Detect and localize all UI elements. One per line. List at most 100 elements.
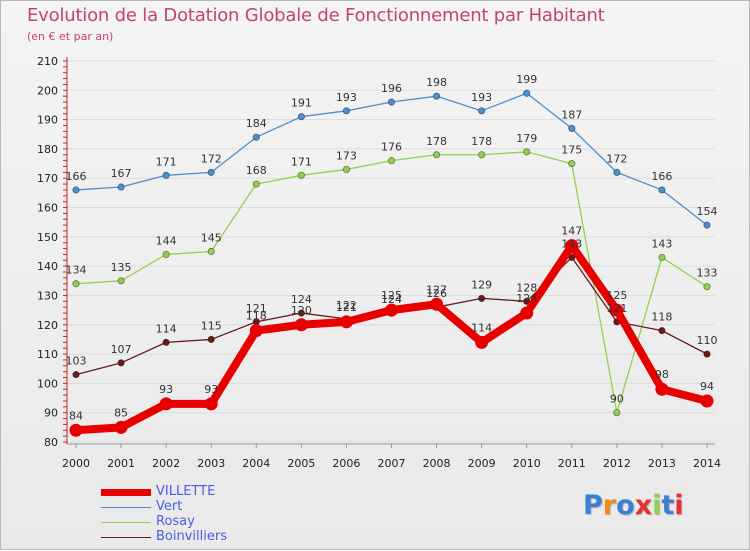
data-label-vert: 193 (336, 91, 357, 104)
data-point-vert (613, 168, 621, 176)
data-point-villette (114, 420, 128, 434)
data-label-vert: 191 (291, 97, 312, 110)
data-point-villette (475, 335, 489, 349)
data-point-rosay (658, 253, 666, 261)
data-label-vert: 184 (246, 117, 267, 130)
data-point-villette (565, 239, 579, 253)
data-point-vert (72, 186, 80, 194)
data-label-villette: 127 (426, 283, 447, 296)
data-label-villette: 85 (114, 406, 128, 419)
x-tick-label: 2010 (513, 457, 541, 470)
x-tick-label: 2006 (332, 457, 360, 470)
legend-swatch-villette (101, 489, 151, 496)
y-tick-label: 80 (44, 436, 58, 449)
data-point-rosay (72, 280, 80, 288)
legend-item-rosay[interactable]: Rosay (101, 514, 301, 530)
data-label-vert: 166 (66, 170, 87, 183)
y-tick-label: 200 (37, 84, 58, 97)
x-tick-label: 2008 (423, 457, 451, 470)
data-point-vert (207, 168, 215, 176)
data-label-rosay: 178 (426, 135, 447, 148)
data-label-villette: 125 (381, 289, 402, 302)
data-label-rosay: 90 (610, 393, 624, 406)
data-label-rosay: 171 (291, 155, 312, 168)
data-label-vert: 193 (471, 91, 492, 104)
data-point-vert (658, 186, 666, 194)
data-label-rosay: 144 (156, 234, 177, 247)
data-label-villette: 120 (291, 304, 312, 317)
x-tick-label: 2001 (107, 457, 135, 470)
data-point-boinvilliers (703, 350, 711, 358)
series (69, 89, 714, 437)
data-label-boinvilliers: 126 (426, 287, 447, 300)
data-point-rosay (432, 151, 441, 159)
data-point-rosay (342, 165, 351, 174)
x-tick-label: 2011 (558, 457, 586, 470)
legend-swatch-vert (101, 507, 151, 508)
data-label-rosay: 135 (111, 261, 132, 274)
data-label-rosay: 173 (336, 149, 357, 162)
data-label-villette: 118 (246, 310, 267, 323)
legend-label: Vert (156, 499, 183, 514)
legend-item-villette[interactable]: VILLETTE (101, 484, 301, 500)
data-label-rosay: 168 (246, 164, 267, 177)
data-label-villette: 94 (700, 380, 714, 393)
data-point-villette (294, 318, 308, 332)
x-tick-label: 2000 (62, 457, 90, 470)
legend: VILLETTE Vert Rosay Boinvilliers (101, 484, 301, 545)
series-line-rosay (75, 151, 708, 414)
data-label-boinvilliers: 115 (201, 319, 222, 332)
x-tick-label: 2009 (468, 457, 496, 470)
data-point-villette (159, 397, 173, 411)
y-tick-label: 180 (37, 143, 58, 156)
data-label-villette: 125 (606, 289, 627, 302)
data-label-boinvilliers: 128 (516, 281, 537, 294)
data-point-boinvilliers (478, 294, 486, 302)
data-point-villette (249, 324, 263, 338)
data-point-villette (655, 382, 669, 396)
data-point-rosay (207, 247, 215, 256)
data-label-villette: 114 (471, 321, 492, 334)
data-label-rosay: 133 (697, 267, 718, 280)
y-tick-label: 210 (37, 55, 58, 68)
data-point-boinvilliers (117, 359, 125, 367)
data-point-villette (69, 423, 83, 437)
legend-swatch-rosay (101, 522, 151, 523)
x-tick-label: 2007 (378, 457, 406, 470)
legend-label: Boinvilliers (156, 529, 227, 544)
data-label-vert: 196 (381, 82, 402, 95)
data-label-rosay: 178 (471, 135, 492, 148)
logo-letter: i (674, 490, 684, 521)
data-point-villette (385, 303, 398, 317)
data-point-vert (478, 107, 486, 115)
y-tick-label: 90 (44, 407, 58, 420)
data-point-rosay (703, 283, 711, 291)
legend-item-vert[interactable]: Vert (101, 499, 301, 515)
data-label-boinvilliers: 114 (156, 322, 177, 335)
y-tick-label: 170 (37, 172, 58, 185)
data-label-boinvilliers: 124 (381, 293, 402, 306)
data-point-villette (520, 306, 534, 320)
x-tick-label: 2014 (693, 457, 721, 470)
data-point-rosay (387, 157, 396, 165)
proxiti-logo: Proxiti (583, 490, 684, 521)
data-point-villette (339, 315, 353, 329)
data-label-boinvilliers: 121 (246, 302, 267, 315)
data-label-rosay: 143 (651, 237, 672, 250)
data-point-vert (703, 221, 711, 229)
x-tick-label: 2005 (287, 457, 315, 470)
legend-item-boinvilliers[interactable]: Boinvilliers (101, 529, 301, 545)
data-point-vert (568, 124, 576, 133)
data-point-rosay (478, 151, 486, 159)
data-label-vert: 172 (201, 152, 222, 165)
data-point-boinvilliers (658, 327, 666, 335)
data-label-vert: 172 (606, 152, 627, 165)
y-tick-label: 120 (37, 319, 58, 332)
data-label-villette: 98 (655, 368, 669, 381)
data-label-boinvilliers: 122 (336, 299, 357, 312)
data-point-boinvilliers (207, 335, 215, 344)
logo-letter: o (616, 490, 635, 521)
data-label-vert: 154 (697, 205, 718, 218)
chart-title: Evolution de la Dotation Globale de Fonc… (27, 5, 605, 26)
